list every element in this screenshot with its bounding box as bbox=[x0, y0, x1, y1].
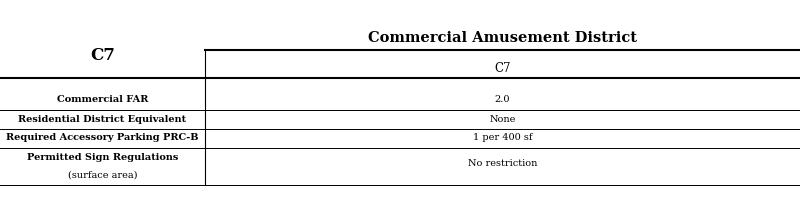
Text: None: None bbox=[490, 114, 516, 123]
Text: Permitted Sign Regulations: Permitted Sign Regulations bbox=[27, 154, 178, 162]
Text: C7: C7 bbox=[494, 62, 510, 74]
Text: Commercial Amusement District: Commercial Amusement District bbox=[368, 31, 637, 45]
Text: 1 per 400 sf: 1 per 400 sf bbox=[473, 134, 532, 142]
Text: 2.0: 2.0 bbox=[494, 96, 510, 104]
Text: C7: C7 bbox=[90, 46, 115, 64]
Text: Required Accessory Parking PRC-B: Required Accessory Parking PRC-B bbox=[6, 134, 198, 142]
Text: No restriction: No restriction bbox=[468, 158, 537, 168]
Text: Residential District Equivalent: Residential District Equivalent bbox=[18, 114, 186, 123]
Text: (surface area): (surface area) bbox=[68, 170, 138, 180]
Text: Commercial FAR: Commercial FAR bbox=[57, 96, 148, 104]
